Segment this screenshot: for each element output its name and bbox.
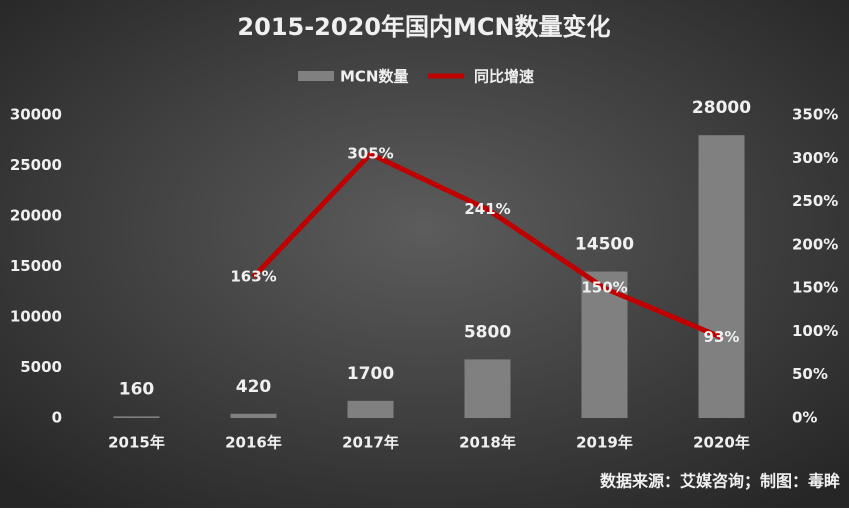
chart-title: 2015-2020年国内MCN数量变化 [237, 13, 610, 41]
y2-tick-label: 100% [792, 322, 838, 340]
x-tick-label: 2017年 [342, 434, 399, 452]
y-tick-label: 25000 [10, 156, 62, 174]
line-value-label: 305% [347, 144, 393, 162]
bar-value-label: 1700 [347, 364, 394, 384]
bar [113, 416, 160, 418]
y2-tick-label: 150% [792, 279, 838, 297]
legend-label: 同比增速 [474, 68, 534, 86]
x-tick-label: 2016年 [225, 434, 282, 452]
y-tick-label: 5000 [20, 358, 62, 376]
bar-value-label: 28000 [692, 98, 751, 118]
y-tick-label: 15000 [10, 257, 62, 275]
line-value-label: 241% [464, 200, 510, 218]
y2-tick-label: 300% [792, 149, 838, 167]
x-tick-label: 2018年 [459, 434, 516, 452]
x-tick-label: 2015年 [108, 434, 165, 452]
y-tick-label: 0 [52, 409, 62, 427]
y-tick-label: 20000 [10, 207, 62, 225]
y-tick-label: 30000 [10, 106, 62, 124]
bar-value-label: 160 [119, 379, 155, 399]
legend-swatch [298, 71, 334, 81]
y2-tick-label: 200% [792, 235, 838, 253]
y2-tick-label: 50% [792, 365, 828, 383]
line-value-label: 150% [581, 279, 627, 297]
bar [698, 135, 745, 418]
x-tick-label: 2019年 [576, 434, 633, 452]
bar-value-label: 420 [236, 377, 272, 397]
line-value-label: 163% [230, 267, 276, 285]
x-tick-label: 2020年 [693, 434, 750, 452]
bar-value-label: 5800 [464, 322, 511, 342]
line-value-label: 93% [704, 328, 740, 346]
bar [230, 413, 277, 418]
bar [347, 400, 394, 418]
legend-label: MCN数量 [340, 68, 409, 86]
y2-tick-label: 250% [792, 192, 838, 210]
y-tick-label: 10000 [10, 308, 62, 326]
line [251, 151, 723, 340]
y2-tick-label: 0% [792, 409, 817, 427]
source-note: 数据来源：艾媒咨询；制图：毒眸 [600, 472, 840, 491]
y2-tick-label: 350% [792, 106, 838, 124]
bar-value-label: 14500 [575, 235, 634, 255]
bar [464, 359, 511, 418]
